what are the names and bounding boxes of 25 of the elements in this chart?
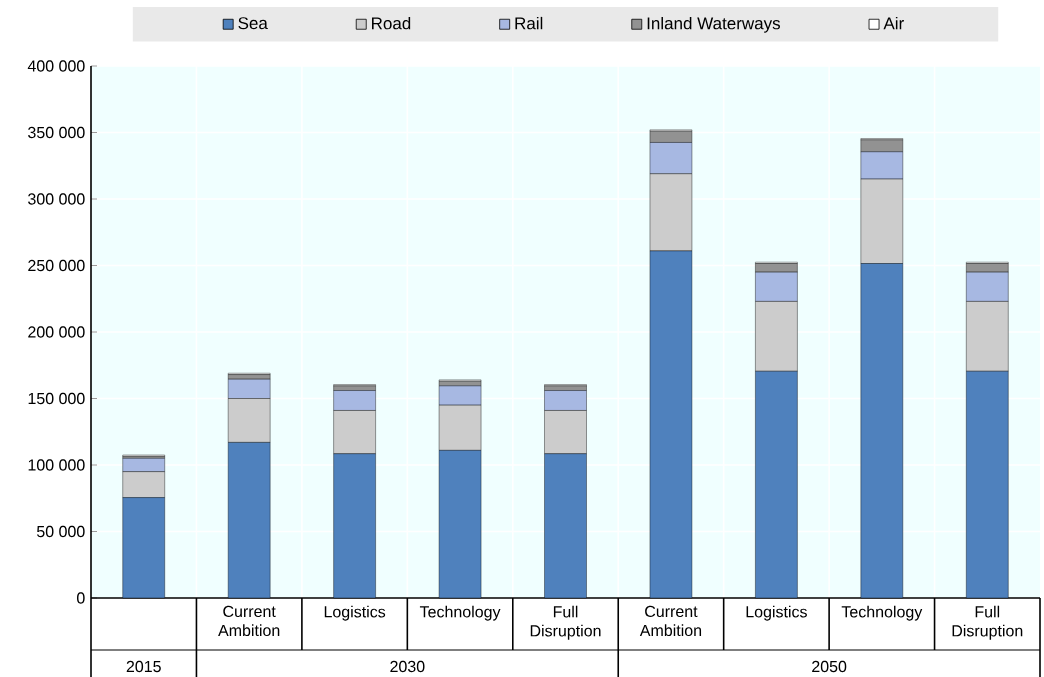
x-tick-label: Current Ambition [639,605,702,637]
y-tick-label: 100 000 [28,459,85,471]
y-tick-label: 250 000 [28,259,85,272]
y-tick-label: 0 [77,592,85,604]
y-tick-label: 50 000 [36,525,85,538]
legend-label: Rail [515,16,543,30]
y-tick-label: 350 000 [28,126,85,139]
text: 2015 [126,660,161,673]
x-tick-label: Current Ambition [218,605,280,637]
y-tick-label: 300 000 [28,193,85,205]
y-tick-label: 150 000 [28,392,85,405]
legend-label: Road [372,16,411,30]
x-tick-label: Logistics [746,605,807,621]
x-tick-label: Technology [419,605,501,621]
legend-label: Sea [238,17,268,30]
x-tick-label: Full Disruption [952,605,1023,640]
legend-label: Inland Waterways [647,16,780,33]
x-tick-label: Technology [841,605,923,621]
y-tick-label: 400 000 [27,60,85,72]
text: 2050 [812,660,847,673]
x-tick-label: Logistics [324,605,386,621]
y-tick-label: 200 000 [28,326,85,338]
text: 2030 [390,660,425,673]
x-tick-label: Full Disruption [530,605,601,640]
legend-label: Air [883,16,904,30]
